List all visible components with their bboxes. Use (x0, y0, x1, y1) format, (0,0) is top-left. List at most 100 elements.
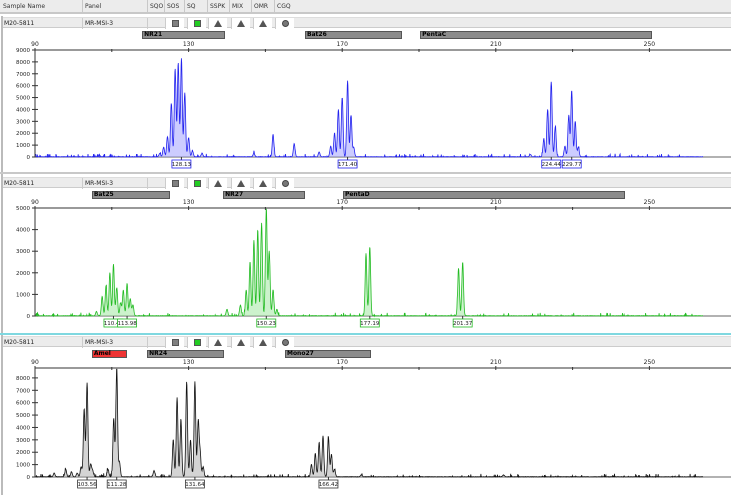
sos-square-icon (171, 20, 179, 27)
sample-info-row[interactable]: M20-5811 MR-MSI-3 (3, 177, 731, 189)
sq-square-icon (193, 180, 201, 187)
peak-size-label: 177.19 (360, 321, 380, 327)
sq-square-icon (193, 20, 201, 27)
column-header-sspk[interactable]: SSPK (210, 3, 226, 10)
status-cell[interactable] (275, 178, 294, 189)
electropherogram-panel: M20-5811 MR-MSI-3 NR21 Bat26 PentaC (3, 17, 731, 177)
trace-line (35, 368, 704, 479)
sample-info-row[interactable]: M20-5811 MR-MSI-3 (3, 17, 731, 29)
x-tick-label: 250 (644, 199, 656, 206)
peak-label-box[interactable] (171, 159, 192, 169)
peak-size-label: 201.37 (453, 321, 473, 327)
y-tick-label: 7000 (16, 388, 30, 394)
bin-marker-pentad[interactable]: PentaD (342, 191, 625, 199)
y-tick-label: 4000 (16, 228, 30, 234)
sample-name: M20-5811 (4, 339, 35, 346)
mix-triangle-icon (237, 20, 245, 27)
column-header-cgq[interactable]: CGQ (277, 3, 291, 10)
column-header-sos[interactable]: SOS (167, 3, 180, 10)
peak-label-box[interactable] (318, 479, 339, 489)
bin-marker-mono27[interactable]: Mono27 (284, 350, 371, 358)
peak-size-label: 224.44 (542, 162, 562, 168)
panel-divider (0, 333, 731, 335)
status-cell[interactable] (275, 337, 294, 348)
status-cell[interactable] (208, 337, 227, 348)
bin-marker-nr21[interactable]: NR21 (142, 31, 226, 39)
status-cell[interactable] (165, 178, 184, 189)
bin-marker-bat26[interactable]: Bat26 (304, 31, 403, 39)
mix-triangle-icon (237, 339, 245, 346)
x-tick-label: 90 (31, 41, 39, 48)
peak-label-box[interactable] (359, 318, 380, 328)
sos-square-icon (171, 339, 179, 346)
status-cell[interactable] (208, 18, 227, 29)
sspk-triangle-icon (214, 20, 222, 27)
status-cell[interactable] (187, 178, 206, 189)
column-header-omr[interactable]: OMR (254, 3, 269, 10)
peak-label-box[interactable] (337, 159, 358, 169)
peak-size-label: 113.98 (117, 321, 137, 327)
bin-marker-nr24[interactable]: NR24 (147, 350, 224, 358)
peak-label-box[interactable] (77, 479, 97, 489)
panel-name: MR-MSI-3 (85, 20, 114, 27)
omr-triangle-icon (259, 20, 267, 27)
peak-label-box[interactable] (256, 318, 277, 328)
y-tick-label: 2000 (16, 450, 30, 456)
status-cell[interactable] (253, 337, 272, 348)
status-cell[interactable] (231, 18, 250, 29)
peak-label-box[interactable] (561, 159, 582, 169)
panel-divider (0, 172, 731, 174)
peak-label-box[interactable] (541, 159, 562, 169)
x-tick-label: 130 (183, 41, 195, 48)
y-tick-label: 0 (27, 155, 31, 161)
column-header-sample-name[interactable]: Sample Name (3, 3, 46, 10)
omr-triangle-icon (259, 180, 267, 187)
peak-label-box[interactable] (106, 479, 127, 489)
electropherogram-panel: M20-5811 MR-MSI-3 Amel NR24 Mono27 (3, 336, 731, 496)
sample-name: M20-5811 (4, 20, 35, 27)
sample-info-row[interactable]: M20-5811 MR-MSI-3 (3, 336, 731, 348)
status-cell[interactable] (231, 337, 250, 348)
x-tick-label: 210 (490, 359, 502, 366)
status-cell[interactable] (275, 18, 294, 29)
y-tick-label: 0 (27, 314, 31, 320)
status-cell[interactable] (231, 178, 250, 189)
panel-name: MR-MSI-3 (85, 180, 114, 187)
y-tick-label: 0 (27, 475, 31, 481)
bin-marker-amel[interactable]: Amel (91, 350, 128, 358)
y-tick-label: 6000 (16, 84, 30, 90)
peak-size-label: 229.77 (562, 162, 582, 168)
column-header-sqo[interactable]: SQO (150, 3, 164, 10)
bin-marker-pentac[interactable]: PentaC (420, 31, 653, 39)
status-cell[interactable] (165, 18, 184, 29)
x-tick-label: 130 (183, 199, 195, 206)
status-cell[interactable] (208, 178, 227, 189)
sspk-triangle-icon (214, 180, 222, 187)
x-tick-label: 250 (644, 41, 656, 48)
peak-size-label: 166.42 (319, 482, 338, 488)
peak-size-label: 171.40 (338, 162, 358, 168)
y-tick-label: 1000 (16, 292, 30, 298)
bin-marker-bat25[interactable]: Bat25 (91, 191, 171, 199)
peak-label-box[interactable] (184, 479, 205, 489)
y-tick-label: 1000 (16, 143, 30, 149)
y-tick-label: 2000 (16, 271, 30, 277)
x-tick-label: 170 (336, 359, 348, 366)
bin-marker-nr27[interactable]: NR27 (223, 191, 305, 199)
status-cell[interactable] (253, 178, 272, 189)
column-header-panel[interactable]: Panel (85, 3, 102, 10)
y-tick-label: 6000 (16, 401, 30, 407)
sample-name: M20-5811 (4, 180, 35, 187)
status-cell[interactable] (187, 337, 206, 348)
x-tick-label: 90 (31, 199, 39, 206)
mix-triangle-icon (237, 180, 245, 187)
column-header-mix[interactable]: MIX (232, 3, 244, 10)
column-header-sq[interactable]: SQ (187, 3, 196, 10)
peak-label-box[interactable] (117, 318, 137, 328)
peak-label-box[interactable] (452, 318, 473, 328)
status-cell[interactable] (165, 337, 184, 348)
status-cell[interactable] (187, 18, 206, 29)
status-cell[interactable] (253, 18, 272, 29)
sq-square-icon (193, 339, 201, 346)
